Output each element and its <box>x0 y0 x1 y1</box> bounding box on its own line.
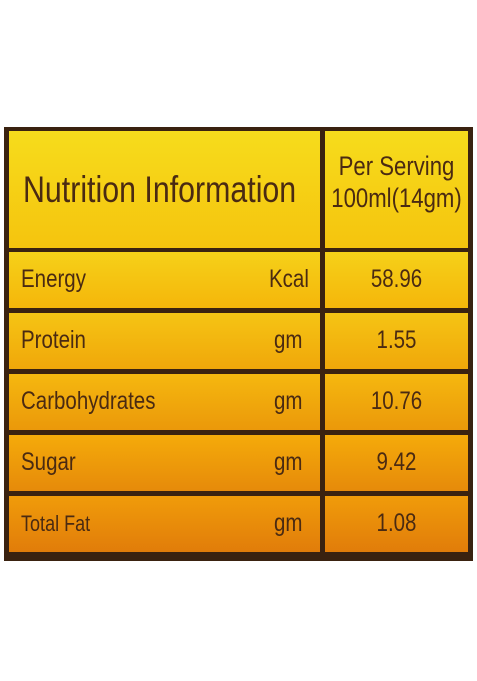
nutrient-unit: gm <box>274 448 303 476</box>
row-value-cell: 58.96 <box>325 252 468 308</box>
nutrient-name: Protein <box>21 326 86 354</box>
row-value-cell: 1.08 <box>325 496 468 552</box>
row-value-cell: 9.42 <box>325 435 468 491</box>
nutrient-name: Carbohydrates <box>21 387 156 415</box>
nutrition-table: Nutrition Information Per Serving 100ml(… <box>4 127 473 561</box>
nutrient-unit: gm <box>274 509 303 537</box>
header-cell: Nutrition Information <box>9 131 320 248</box>
nutrient-value: 10.76 <box>370 387 423 415</box>
nutrient-value: 1.55 <box>376 326 417 354</box>
serving-header: Per Serving <box>338 151 455 181</box>
row-value-cell: 10.76 <box>325 374 468 430</box>
row-label-cell: Total Fat gm <box>9 496 320 552</box>
row-label-cell: Protein gm <box>9 313 320 369</box>
row-label-cell: Energy Kcal <box>9 252 320 308</box>
nutrient-value: 58.96 <box>370 265 423 293</box>
row-label-cell: Carbohydrates gm <box>9 374 320 430</box>
nutrient-unit: gm <box>274 326 303 354</box>
table-title: Nutrition Information <box>23 169 297 210</box>
nutrient-unit: gm <box>274 387 303 415</box>
serving-header: 100ml(14gm) <box>331 183 462 213</box>
nutrient-value: 9.42 <box>376 448 417 476</box>
nutrient-unit: Kcal <box>269 265 309 293</box>
row-label-cell: Sugar gm <box>9 435 320 491</box>
nutrient-name: Sugar <box>21 448 76 476</box>
nutrient-value: 1.08 <box>376 509 417 537</box>
row-value-cell: 1.55 <box>325 313 468 369</box>
header-cell: Per Serving 100ml(14gm) <box>325 131 468 248</box>
nutrient-name: Total Fat <box>21 510 91 536</box>
nutrient-name: Energy <box>21 265 86 293</box>
